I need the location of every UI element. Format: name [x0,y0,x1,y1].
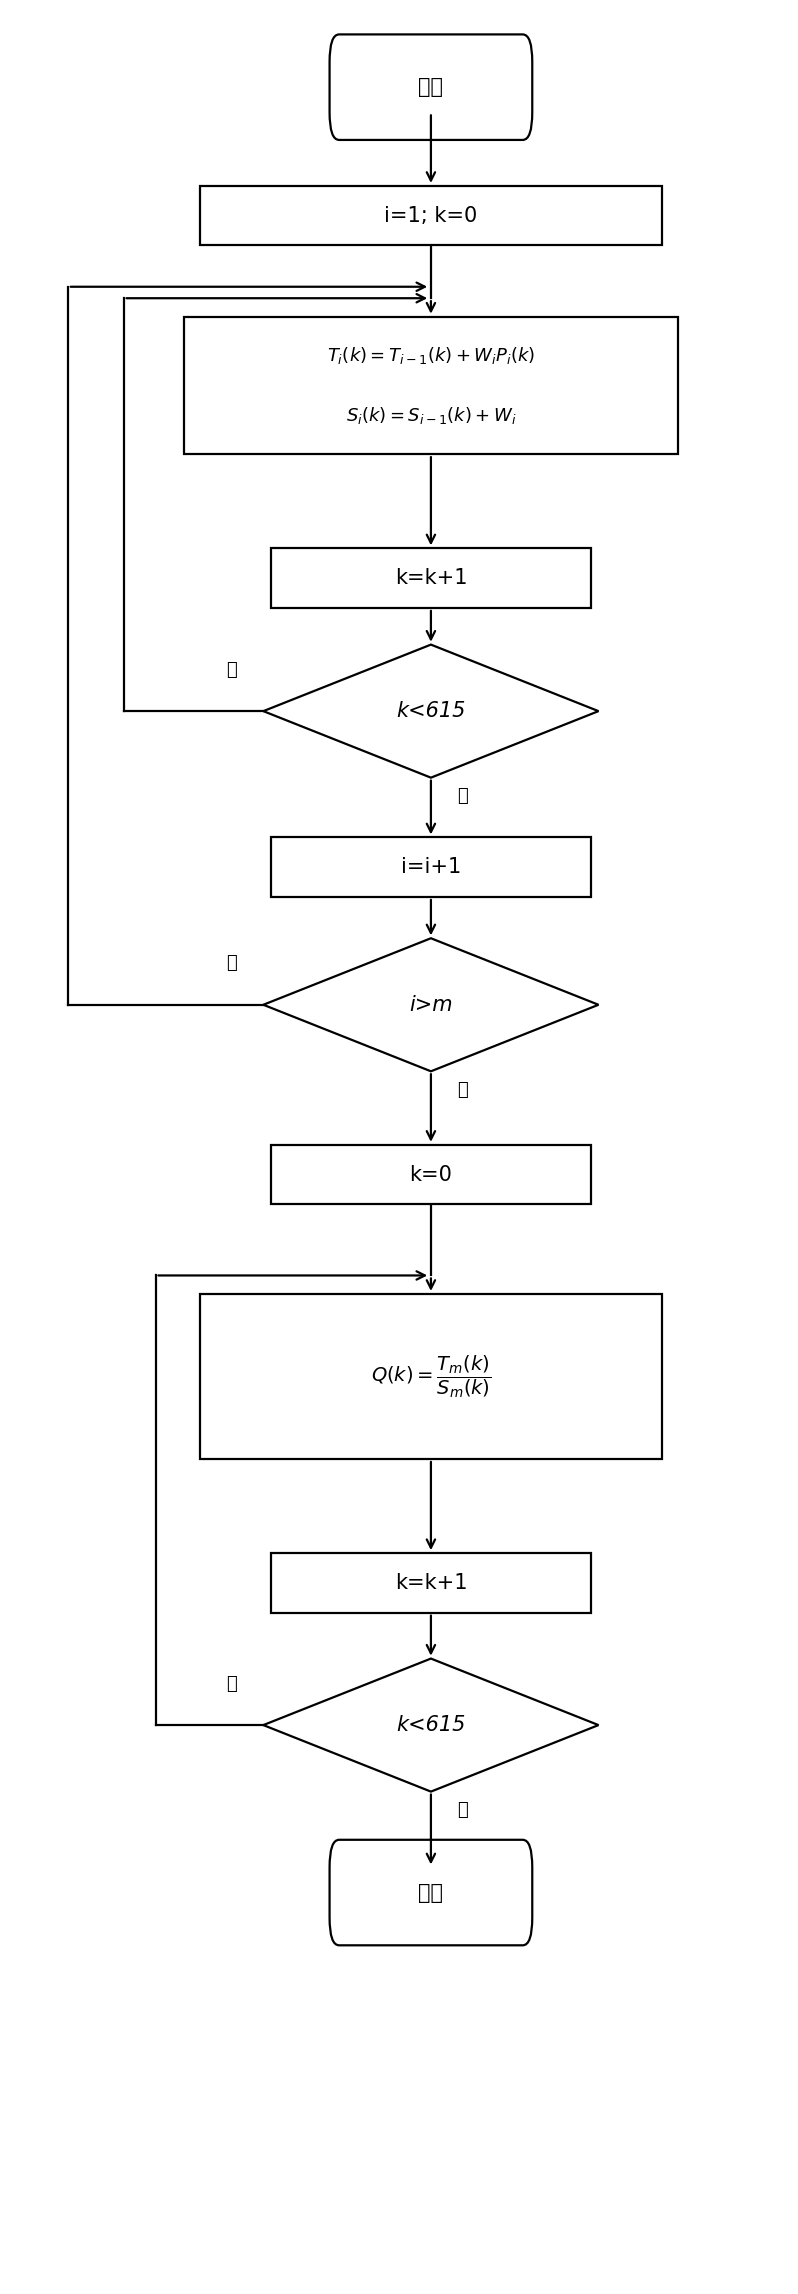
Text: i=i+1: i=i+1 [401,858,461,876]
Text: k=k+1: k=k+1 [395,1574,467,1592]
Text: $Q\left(k\right)=\dfrac{T_m(k)}{S_m(k)}$: $Q\left(k\right)=\dfrac{T_m(k)}{S_m(k)}$ [370,1353,492,1399]
Bar [271,1553,591,1613]
Bar [200,186,662,245]
Text: k=0: k=0 [409,1165,452,1184]
Bar [184,317,678,454]
Bar [271,548,591,608]
Text: k<615: k<615 [397,1716,465,1734]
Bar [271,837,591,897]
Text: 开始: 开始 [418,78,444,96]
Text: 否: 否 [457,1801,468,1819]
FancyBboxPatch shape [330,1840,532,1945]
Text: 是: 是 [457,1080,468,1099]
Polygon shape [263,645,598,778]
FancyBboxPatch shape [330,34,532,140]
Text: 是: 是 [226,661,237,679]
Text: 否: 否 [457,787,468,805]
Text: 否: 否 [226,954,237,973]
Bar [200,1294,662,1459]
Bar [271,1145,591,1204]
Text: $T_i(k)=T_{i-1}(k)+W_iP_i(k)$: $T_i(k)=T_{i-1}(k)+W_iP_i(k)$ [327,344,535,365]
Text: k<615: k<615 [397,702,465,720]
Polygon shape [263,1659,598,1792]
Polygon shape [263,938,598,1071]
Text: k=k+1: k=k+1 [395,569,467,587]
Text: 是: 是 [226,1675,237,1693]
Text: 结束: 结束 [418,1883,444,1902]
Text: i>m: i>m [409,996,452,1014]
Text: i=1; k=0: i=1; k=0 [385,206,477,225]
Text: $S_i(k)=S_{i-1}(k)+W_i$: $S_i(k)=S_{i-1}(k)+W_i$ [346,406,516,427]
